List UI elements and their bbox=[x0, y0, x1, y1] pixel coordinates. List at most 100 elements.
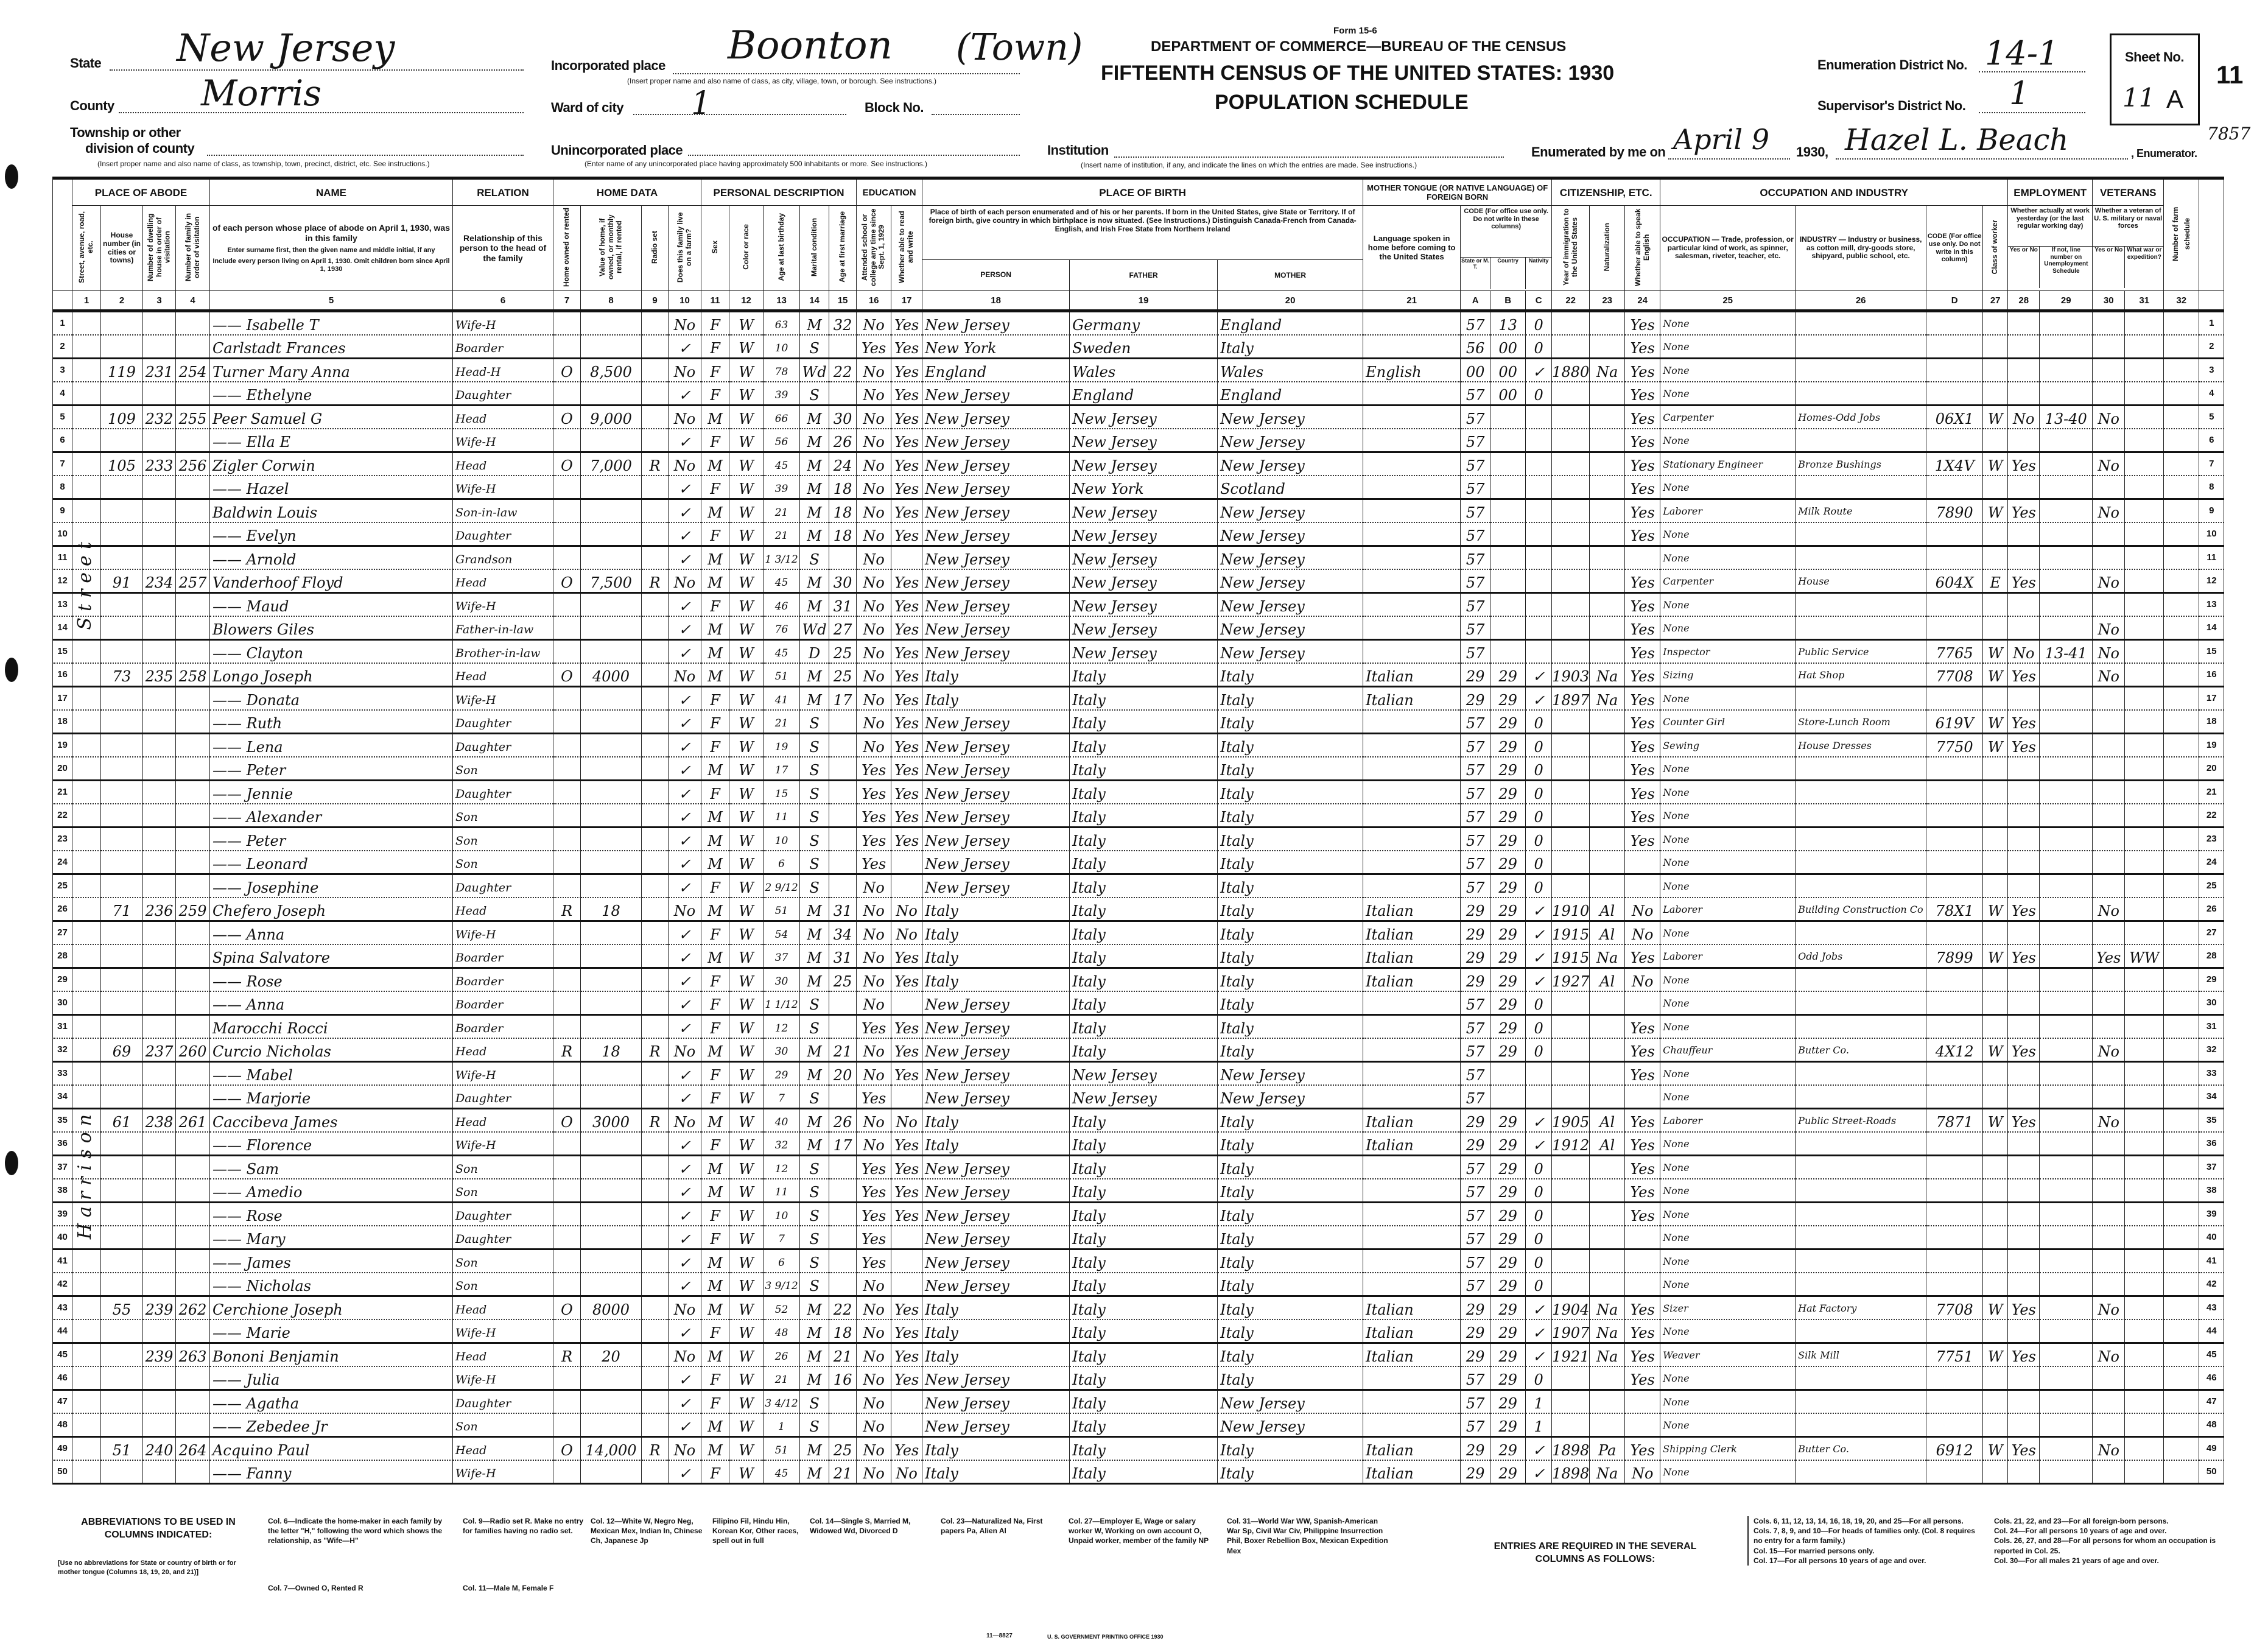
home-owned-cell: R bbox=[553, 897, 581, 922]
farm-cell: ✓ bbox=[667, 803, 702, 828]
birthplace-person-cell: Italy bbox=[922, 1108, 1070, 1133]
farm-schedule-cell bbox=[2163, 850, 2200, 875]
farm-schedule-cell bbox=[2163, 428, 2200, 453]
birthplace-mother-cell: England bbox=[1217, 311, 1364, 336]
at-work-cell: Yes bbox=[2007, 1436, 2040, 1461]
naturalization-cell: Na bbox=[1589, 358, 1626, 382]
read-write-cell: No bbox=[891, 897, 923, 922]
home-value-cell bbox=[580, 311, 642, 336]
home-owned-cell bbox=[553, 827, 581, 851]
dwelling-number-cell bbox=[142, 968, 176, 992]
street-cell bbox=[72, 991, 101, 1016]
line-number-right: 8 bbox=[2199, 475, 2225, 500]
class-of-worker-cell bbox=[1982, 1014, 2009, 1039]
table-row: 43 55 239 262 Cerchione Joseph Head O 8000 No M W 5… bbox=[52, 1296, 2225, 1320]
street-cell bbox=[72, 639, 101, 664]
column-number: 32 bbox=[2163, 290, 2200, 312]
at-work-cell: Yes bbox=[2007, 733, 2040, 757]
code-c-cell bbox=[1525, 616, 1553, 641]
at-work-cell: No bbox=[2007, 639, 2040, 664]
home-owned-cell: O bbox=[553, 663, 581, 687]
code-d-cell bbox=[1926, 334, 1984, 359]
occupation-cell: None bbox=[1660, 311, 1796, 336]
at-work-cell bbox=[2007, 358, 2040, 382]
code-d-cell bbox=[1926, 522, 1984, 547]
unemployment-line-cell bbox=[2039, 1272, 2093, 1297]
occupation-cell: Laborer bbox=[1660, 897, 1796, 922]
name-cell: Caccibeva James bbox=[209, 1108, 453, 1133]
dwelling-number-cell bbox=[142, 1390, 176, 1414]
industry-cell bbox=[1795, 1178, 1927, 1203]
war-cell bbox=[2124, 1390, 2164, 1414]
table-row: 32 69 237 260 Curcio Nicholas Head R 18 R No M W 30 M… bbox=[52, 1038, 2225, 1063]
marital-condition-cell: M bbox=[799, 522, 830, 547]
code-a-cell: 29 bbox=[1460, 1108, 1491, 1133]
entries-rule: Col. 15—For married persons only. bbox=[1754, 1546, 1875, 1555]
street-cell bbox=[72, 405, 101, 429]
farm-cell: ✓ bbox=[667, 709, 702, 734]
house-number-cell bbox=[100, 334, 143, 359]
code-a-cell: 57 bbox=[1460, 452, 1491, 476]
name-cell: —— Hazel bbox=[209, 475, 453, 500]
birthplace-father-cell: Italy bbox=[1069, 991, 1218, 1016]
class-of-worker-cell: W bbox=[1982, 1296, 2009, 1320]
family-number-cell bbox=[175, 1390, 210, 1414]
school-cell: No bbox=[856, 1061, 892, 1086]
marital-condition-cell: M bbox=[799, 921, 830, 945]
code-c-cell: 1 bbox=[1525, 1413, 1553, 1438]
unemployment-line-cell: 13-41 bbox=[2039, 639, 2093, 664]
naturalization-cell bbox=[1589, 803, 1626, 828]
mother-tongue-cell bbox=[1363, 381, 1461, 406]
family-number-cell bbox=[175, 1460, 210, 1485]
school-cell: No bbox=[856, 639, 892, 664]
race-cell: W bbox=[729, 1084, 764, 1109]
group-veterans: VETERANS bbox=[2092, 177, 2164, 206]
dwelling-number-cell bbox=[142, 756, 176, 781]
line-number: 45 bbox=[52, 1343, 72, 1367]
naturalization-cell bbox=[1589, 1272, 1626, 1297]
code-c-cell: 0 bbox=[1525, 1225, 1553, 1250]
birthplace-mother-cell: Italy bbox=[1217, 897, 1364, 922]
subhead-house-number: House number (in cities or towns) bbox=[100, 205, 143, 291]
code-c-cell: ✓ bbox=[1525, 663, 1553, 687]
code-a-cell: 29 bbox=[1460, 968, 1491, 992]
speaks-english-cell: Yes bbox=[1624, 1014, 1661, 1039]
home-owned-cell: O bbox=[553, 405, 581, 429]
school-cell: No bbox=[856, 499, 892, 523]
birthplace-mother-cell: Italy bbox=[1217, 1436, 1364, 1461]
code-b-cell bbox=[1490, 405, 1526, 429]
school-cell: No bbox=[856, 968, 892, 992]
family-number-cell bbox=[175, 1014, 210, 1039]
school-cell: No bbox=[856, 1436, 892, 1461]
birthplace-person-cell: New Jersey bbox=[922, 1225, 1070, 1250]
street-cell bbox=[72, 1131, 101, 1156]
race-cell: W bbox=[729, 850, 764, 875]
code-a-cell: 29 bbox=[1460, 944, 1491, 969]
occupation-cell: Stationary Engineer bbox=[1660, 452, 1796, 476]
code-b-cell bbox=[1490, 428, 1526, 453]
birthplace-mother-cell: New Jersey bbox=[1217, 569, 1364, 594]
sex-cell: F bbox=[701, 1390, 730, 1414]
class-of-worker-cell: W bbox=[1982, 405, 2009, 429]
farm-schedule-cell bbox=[2163, 921, 2200, 945]
code-d-cell bbox=[1926, 874, 1984, 898]
sex-cell: F bbox=[701, 1225, 730, 1250]
naturalization-cell bbox=[1589, 1366, 1626, 1391]
subhead-veterans: Whether a veteran of U. S. military or n… bbox=[2092, 205, 2164, 291]
code-d-cell bbox=[1926, 850, 1984, 875]
farm-cell: ✓ bbox=[667, 639, 702, 664]
race-cell: W bbox=[729, 1390, 764, 1414]
code-a-cell: 57 bbox=[1460, 475, 1491, 500]
block-label: Block No. bbox=[865, 100, 924, 115]
race-cell: W bbox=[729, 616, 764, 641]
age-cell: 10 bbox=[763, 334, 801, 359]
home-owned-cell: O bbox=[553, 452, 581, 476]
line-number-right: 31 bbox=[2199, 1014, 2225, 1039]
home-value-cell: 8000 bbox=[580, 1296, 642, 1320]
house-number-cell bbox=[100, 1366, 143, 1391]
industry-cell bbox=[1795, 850, 1927, 875]
table-row: 23 —— Peter Son ✓ M W 10 S Yes Yes New Jersey Italy… bbox=[52, 827, 2225, 851]
marital-condition-cell: S bbox=[799, 334, 830, 359]
farm-cell: No bbox=[667, 358, 702, 382]
code-a-cell: 29 bbox=[1460, 1460, 1491, 1485]
